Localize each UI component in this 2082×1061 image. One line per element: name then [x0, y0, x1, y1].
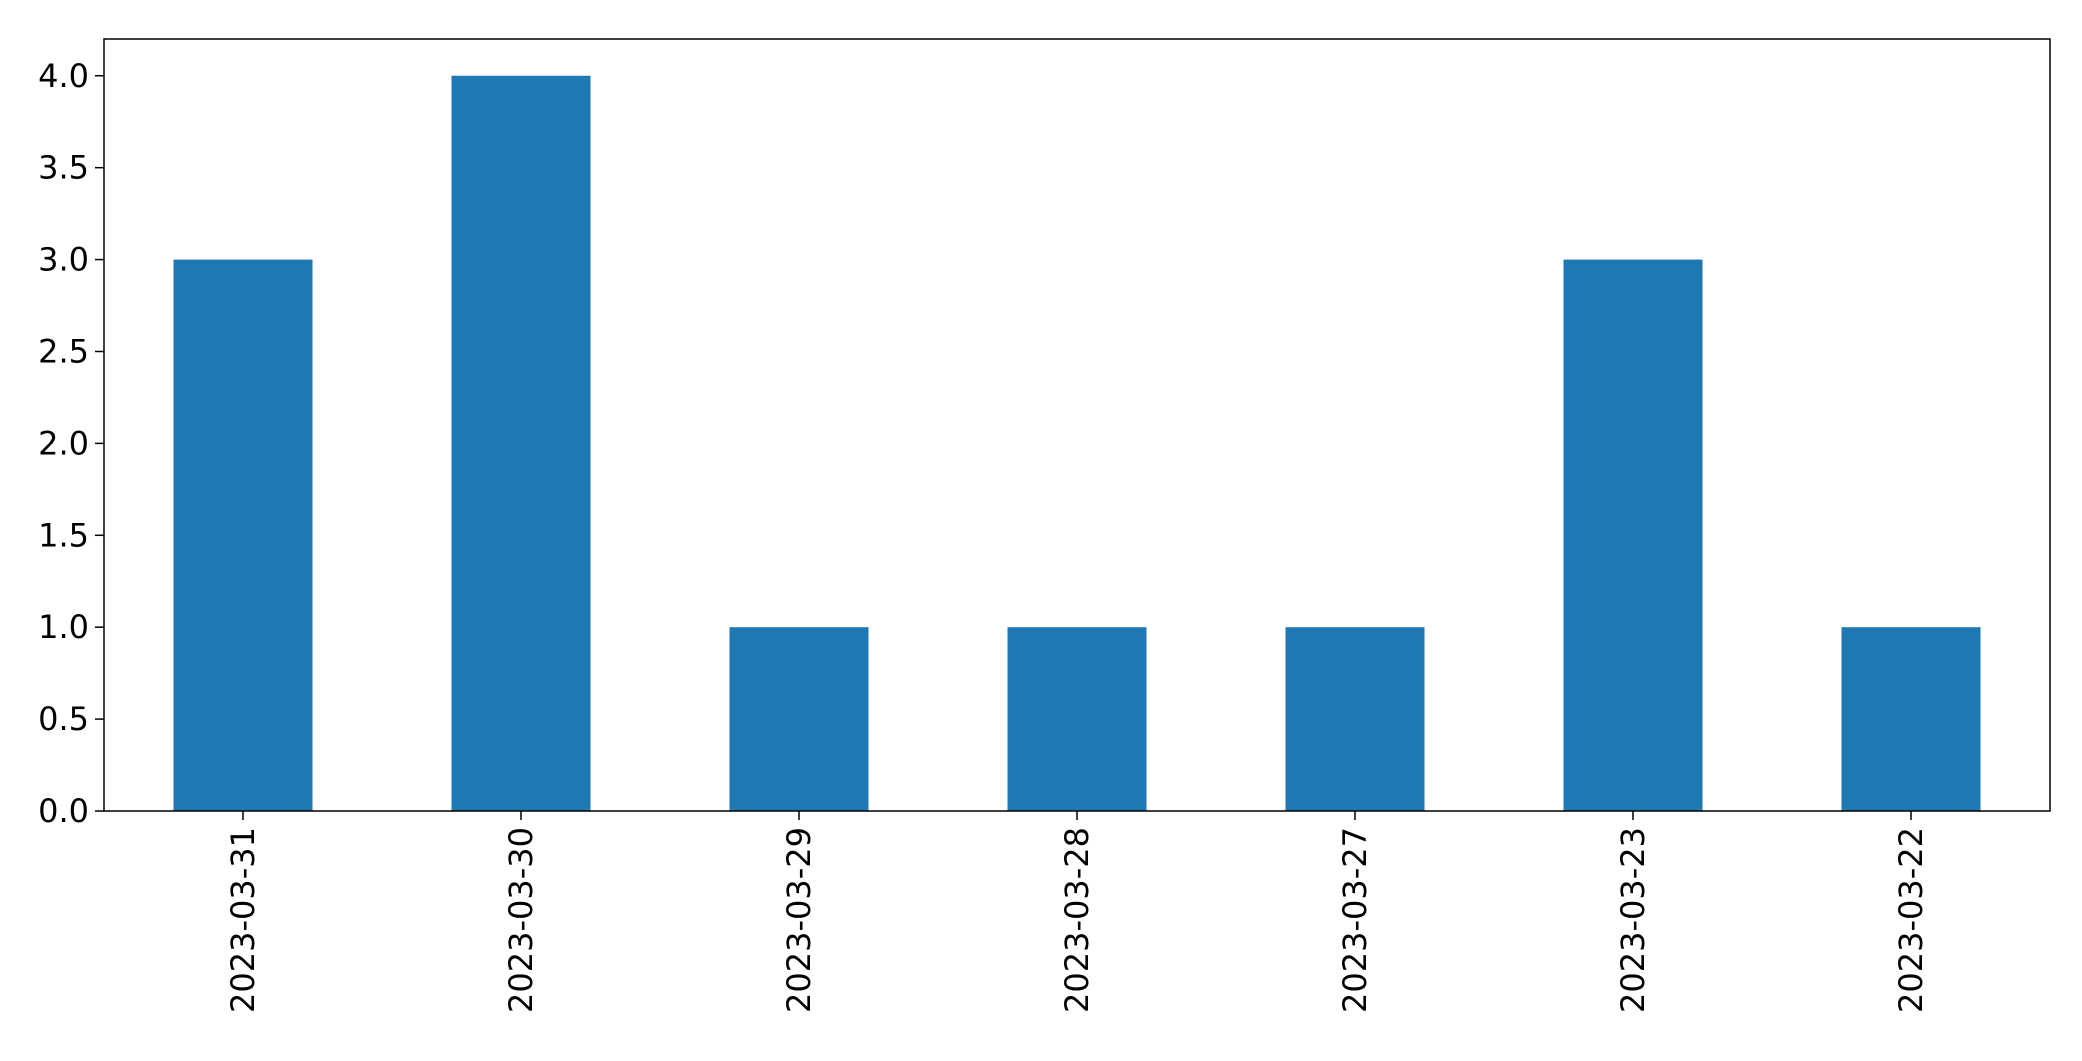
bar-2023-03-30 [451, 75, 591, 811]
y-tick-label: 4.0 [38, 57, 89, 95]
y-tick-label: 1.0 [38, 608, 89, 646]
bar-2023-03-23 [1563, 259, 1703, 812]
bars-group [173, 75, 1981, 812]
y-tick-label: 0.5 [38, 700, 89, 738]
x-tick-label: 2023-03-30 [502, 827, 540, 1013]
bar-2023-03-31 [173, 259, 313, 812]
bar-2023-03-22 [1841, 627, 1981, 811]
y-tick-label: 1.5 [38, 516, 89, 554]
x-tick-label: 2023-03-29 [780, 827, 818, 1013]
x-tick-label: 2023-03-28 [1058, 827, 1096, 1013]
bar-2023-03-27 [1285, 627, 1425, 811]
x-tick-label: 2023-03-31 [224, 827, 262, 1013]
x-axis: 2023-03-31 2023-03-30 2023-03-29 2023-03-28… [224, 811, 1930, 1013]
x-tick-label: 2023-03-23 [1614, 827, 1652, 1013]
y-tick-label: 0.0 [38, 792, 89, 830]
y-tick-label: 2.5 [38, 332, 89, 370]
x-tick-label: 2023-03-22 [1892, 827, 1930, 1013]
bar-2023-03-29 [729, 627, 869, 811]
y-tick-label: 3.0 [38, 241, 89, 279]
bar-2023-03-28 [1007, 627, 1147, 811]
y-tick-label: 3.5 [38, 149, 89, 187]
x-tick-label: 2023-03-27 [1336, 827, 1374, 1013]
y-tick-label: 2.0 [38, 424, 89, 462]
y-axis: 0.0 0.5 1.0 1.5 2.0 2.5 3.0 3.5 4.0 [38, 57, 104, 830]
